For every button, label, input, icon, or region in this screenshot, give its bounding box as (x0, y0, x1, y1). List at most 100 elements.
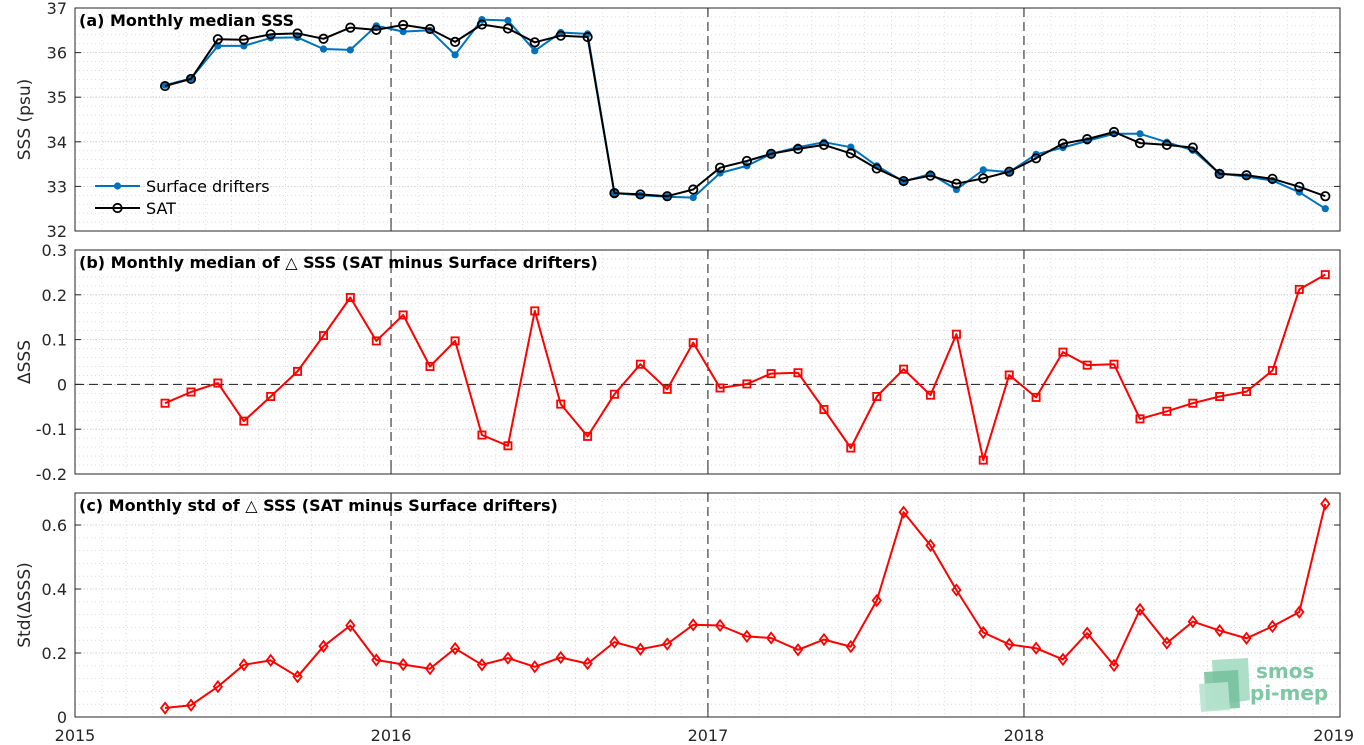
y-tick-label: 37 (47, 0, 67, 18)
data-point (871, 163, 882, 174)
data-point (818, 632, 830, 647)
data-point (979, 166, 987, 174)
panel-1: 32 33 34 35 36 37 SSS (psu) (a) Monthly median … (15, 0, 1341, 241)
data-point (424, 662, 436, 676)
x-tick-label: 2015 (55, 726, 96, 745)
data-point (792, 643, 804, 657)
data-point (529, 660, 540, 674)
data-point (1241, 387, 1251, 397)
data-point (1188, 398, 1198, 408)
data-point (688, 338, 698, 348)
x-tick-label: 2016 (371, 726, 412, 745)
data-point (871, 593, 882, 608)
data-point (1082, 360, 1092, 370)
series-line (164, 18, 1326, 210)
y-tick-label: 33 (47, 177, 67, 196)
data-point (265, 653, 276, 668)
y-tick-label: 0.2 (42, 286, 67, 305)
data-point (292, 28, 303, 39)
data-point (1134, 602, 1146, 617)
data-point (1031, 392, 1041, 402)
data-point (1267, 366, 1277, 376)
y-tick-label: 0 (57, 708, 67, 727)
data-point (450, 36, 461, 47)
data-point (1294, 181, 1305, 192)
data-point (239, 416, 249, 426)
data-point (766, 631, 777, 645)
data-point (635, 189, 646, 200)
data-point (715, 383, 725, 393)
data-point (1161, 636, 1172, 650)
y-tick-label: 36 (47, 44, 67, 63)
data-point (556, 399, 566, 409)
data-point (425, 361, 435, 371)
y-axis-title: Std(ΔSSS) (15, 562, 35, 648)
data-point (1321, 205, 1329, 213)
data-point (1082, 134, 1093, 145)
logo-line1: smos (1256, 659, 1314, 683)
data-point (766, 369, 776, 379)
data-point (503, 441, 513, 451)
data-point (1215, 391, 1225, 401)
data-point (1267, 619, 1278, 634)
data-point (951, 178, 962, 189)
data-point (925, 538, 936, 553)
data-point (1108, 658, 1120, 673)
legend-label: Surface drifters (146, 177, 270, 196)
panel-title: (b) Monthly median of △ SSS (SAT minus S… (79, 253, 598, 272)
data-point (265, 29, 276, 40)
data-point (978, 625, 989, 640)
series-line-1 (159, 497, 1331, 715)
data-point (714, 618, 726, 633)
data-point (662, 637, 673, 651)
logo-line2: pi-mep (1250, 681, 1328, 705)
data-point (345, 618, 356, 633)
data-point (818, 139, 830, 151)
y-tick-label: 34 (47, 133, 67, 152)
data-point (1294, 284, 1304, 294)
legend: Surface drifters SAT (95, 177, 270, 218)
data-point (477, 430, 487, 440)
data-point (582, 31, 593, 43)
data-point (292, 670, 303, 684)
data-point (449, 641, 461, 656)
data-point (583, 431, 593, 441)
data-point (185, 698, 197, 712)
y-tick-label: 0.2 (42, 644, 67, 663)
data-point (451, 51, 459, 59)
data-point (899, 364, 909, 374)
y-tick-label: 0.1 (42, 331, 67, 350)
data-point (609, 635, 620, 649)
data-point (742, 379, 752, 389)
data-point (1187, 142, 1198, 153)
data-point (399, 28, 407, 36)
data-point (371, 653, 382, 667)
data-point (925, 390, 935, 400)
data-point (346, 46, 354, 54)
data-point (1057, 652, 1069, 667)
data-point (159, 701, 171, 715)
data-point (424, 23, 436, 35)
data-point (951, 329, 961, 339)
data-point (1294, 605, 1305, 619)
data-point (1004, 370, 1014, 380)
data-point (978, 455, 988, 465)
data-point (319, 45, 328, 53)
data-point (159, 80, 171, 92)
data-point (1320, 270, 1330, 280)
data-point (1214, 623, 1225, 638)
data-point (502, 651, 514, 665)
data-point (160, 398, 170, 408)
data-point (398, 657, 409, 672)
data-point (185, 73, 197, 85)
data-point (766, 148, 777, 159)
data-point (293, 366, 303, 376)
data-point (555, 30, 566, 41)
x-tick-label: 2017 (688, 726, 729, 745)
data-point (1187, 614, 1198, 629)
data-point (318, 639, 329, 653)
series-line (164, 273, 1326, 462)
y-tick-label: 0.3 (42, 241, 67, 260)
data-point (1161, 139, 1172, 151)
